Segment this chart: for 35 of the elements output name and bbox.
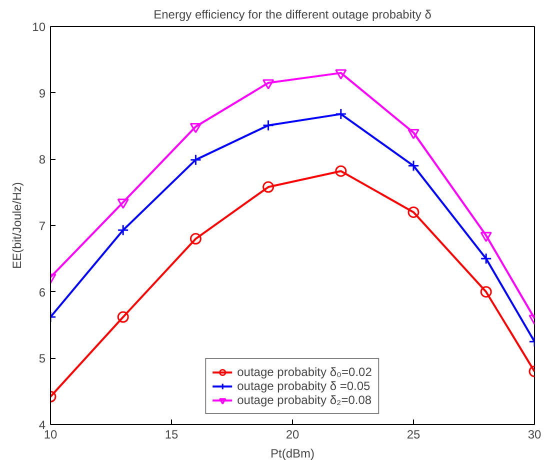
- point: [480, 232, 492, 242]
- point: [335, 69, 347, 80]
- y-tick-label: 6: [38, 285, 46, 300]
- x-tick-label: 20: [286, 428, 300, 442]
- point: [480, 252, 492, 264]
- point: [408, 128, 420, 140]
- x-tick-label: 15: [164, 428, 178, 442]
- point: [480, 286, 492, 298]
- point: [190, 154, 202, 166]
- point: [117, 198, 129, 209]
- point: [262, 181, 274, 193]
- y-tick-label: 10: [32, 20, 46, 34]
- legend-label: outage probabity δ₀=0.02: [237, 365, 372, 379]
- chart-title: Energy efficiency for the different outage probabity δ: [154, 8, 432, 22]
- legend-label: outage probabity δ₂=0.08: [237, 393, 372, 407]
- x-tick-label: 30: [528, 428, 542, 442]
- point: [262, 120, 274, 132]
- x-tick-label: 25: [406, 428, 420, 442]
- y-tick-label: 7: [38, 219, 46, 233]
- point: [117, 311, 129, 323]
- point: [335, 165, 347, 177]
- point: [408, 206, 420, 218]
- point: [117, 224, 129, 236]
- x-axis-title: Pt(dBm): [270, 446, 315, 460]
- point: [190, 233, 202, 245]
- y-tick-label: 8: [38, 152, 46, 167]
- point: [335, 108, 347, 120]
- y-tick-label: 4: [38, 418, 46, 432]
- y-tick-label: 5: [38, 352, 46, 366]
- y-axis-title: EE(bit/Joule/Hz): [10, 182, 24, 269]
- point: [190, 123, 202, 134]
- point: [262, 79, 274, 90]
- point: [408, 160, 420, 172]
- legend-label: outage probabity δ =0.05: [237, 379, 370, 393]
- y-tick-label: 9: [38, 86, 46, 100]
